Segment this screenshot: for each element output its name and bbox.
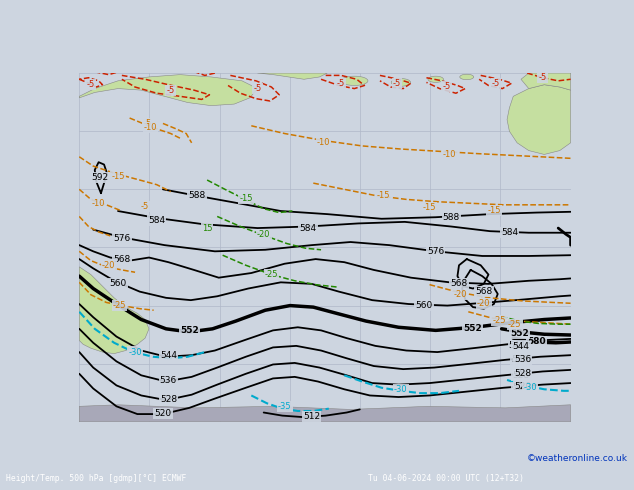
Text: -5: -5 [393,79,401,88]
Text: 15: 15 [202,223,212,233]
Text: 568: 568 [113,255,131,264]
Text: 544: 544 [512,342,529,351]
Text: 528: 528 [514,369,531,378]
Text: 520: 520 [512,383,529,392]
Text: -5: -5 [443,82,451,91]
Polygon shape [257,73,327,79]
Text: -15: -15 [487,206,501,215]
Text: 560: 560 [110,279,127,289]
Text: -5: -5 [141,202,149,211]
Text: Height/Temp. 500 hPa [gdmp][°C] ECMWF: Height/Temp. 500 hPa [gdmp][°C] ECMWF [6,474,187,483]
Text: -15: -15 [239,194,252,203]
Text: -25: -25 [265,270,278,279]
Text: 584: 584 [148,216,165,225]
Text: -20: -20 [257,230,271,239]
Text: -5: -5 [254,84,262,93]
Text: -5: -5 [538,73,547,82]
Text: 512: 512 [303,412,320,421]
Polygon shape [79,405,571,422]
Text: -10: -10 [92,199,105,208]
Text: -5: -5 [143,119,152,128]
Text: 536: 536 [514,355,531,365]
Text: -10: -10 [144,123,157,132]
Text: -5: -5 [337,79,346,88]
Text: 544: 544 [160,351,177,361]
Text: -10: -10 [443,150,456,159]
Text: 568: 568 [450,279,468,289]
Text: -25: -25 [113,301,126,310]
Text: -30: -30 [128,347,142,357]
Text: 588: 588 [443,213,460,221]
Text: -10: -10 [316,138,330,147]
Ellipse shape [341,76,368,85]
Text: 560: 560 [415,301,433,310]
Text: -30: -30 [394,385,408,394]
Text: 592: 592 [91,173,109,182]
Text: -15: -15 [377,191,390,200]
Text: 576: 576 [113,234,131,244]
Ellipse shape [460,74,474,80]
Text: 552: 552 [180,326,198,335]
Text: -20: -20 [102,261,115,270]
Polygon shape [79,74,257,106]
Text: 580: 580 [527,338,546,346]
Text: ©weatheronline.co.uk: ©weatheronline.co.uk [527,454,628,463]
Text: 536: 536 [511,355,528,365]
Text: 576: 576 [427,247,444,256]
Text: -20: -20 [477,299,491,308]
Text: -20: -20 [454,290,467,299]
Text: -5: -5 [167,86,175,95]
Text: -15: -15 [423,203,436,212]
Text: -15: -15 [111,172,125,181]
Text: 528: 528 [160,395,177,404]
Text: 536: 536 [160,376,177,385]
Text: 520: 520 [514,383,531,392]
Text: 568: 568 [475,287,493,296]
Text: -25: -25 [493,316,506,325]
Ellipse shape [391,78,411,86]
Polygon shape [507,85,571,154]
Text: -5: -5 [87,80,95,89]
Text: 584: 584 [299,224,316,233]
Polygon shape [521,73,571,90]
Text: -5: -5 [492,79,500,88]
Text: -35: -35 [278,402,292,411]
Text: 520: 520 [155,409,172,418]
Text: 528: 528 [512,371,529,380]
Ellipse shape [428,76,444,82]
Polygon shape [79,267,149,354]
Text: -25: -25 [508,319,522,329]
Text: 552: 552 [463,324,482,333]
Text: 544: 544 [508,341,526,349]
Text: Tu 04-06-2024 00:00 UTC (12+T32): Tu 04-06-2024 00:00 UTC (12+T32) [368,474,524,483]
Text: 588: 588 [188,191,205,200]
Text: 584: 584 [501,228,518,237]
Text: -30: -30 [524,383,537,392]
Text: 552: 552 [510,329,529,338]
